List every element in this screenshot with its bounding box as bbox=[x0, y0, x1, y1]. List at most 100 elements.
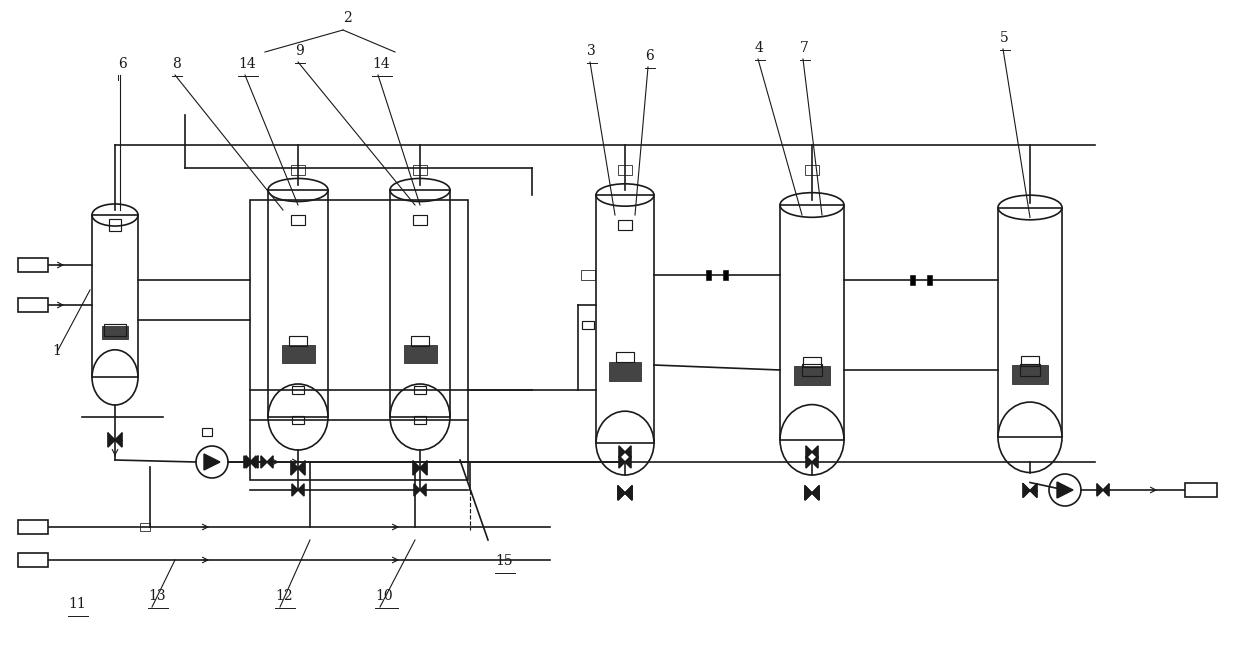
Polygon shape bbox=[1023, 483, 1030, 498]
Polygon shape bbox=[108, 433, 115, 447]
Polygon shape bbox=[250, 456, 255, 468]
Bar bbox=[1021, 364, 1040, 376]
Polygon shape bbox=[1097, 484, 1104, 496]
Bar bbox=[281, 345, 315, 363]
Polygon shape bbox=[115, 433, 122, 447]
Bar bbox=[410, 336, 429, 346]
Bar bbox=[609, 362, 641, 381]
Bar bbox=[1012, 365, 1048, 384]
Polygon shape bbox=[298, 461, 305, 475]
Bar bbox=[391, 190, 450, 417]
Bar bbox=[92, 215, 138, 377]
Bar bbox=[291, 416, 304, 424]
Polygon shape bbox=[805, 486, 812, 500]
Polygon shape bbox=[252, 456, 258, 468]
Bar bbox=[413, 165, 427, 175]
Bar bbox=[804, 356, 821, 367]
Polygon shape bbox=[619, 456, 625, 468]
Text: 2: 2 bbox=[343, 11, 352, 25]
Polygon shape bbox=[625, 446, 631, 458]
Bar bbox=[202, 428, 212, 436]
Bar bbox=[926, 275, 931, 285]
Bar bbox=[289, 336, 308, 346]
Polygon shape bbox=[618, 486, 625, 500]
Bar bbox=[910, 275, 915, 285]
Polygon shape bbox=[413, 461, 420, 475]
Polygon shape bbox=[812, 486, 818, 500]
Polygon shape bbox=[291, 484, 298, 496]
Bar bbox=[19, 520, 48, 534]
Text: 1: 1 bbox=[52, 344, 61, 358]
Bar bbox=[1185, 483, 1216, 497]
Bar bbox=[109, 219, 122, 231]
Text: 11: 11 bbox=[68, 597, 86, 611]
Bar bbox=[250, 200, 467, 480]
Bar bbox=[104, 324, 126, 336]
Bar bbox=[291, 215, 305, 225]
Polygon shape bbox=[812, 486, 818, 500]
Bar bbox=[268, 190, 329, 417]
Polygon shape bbox=[298, 484, 304, 496]
Polygon shape bbox=[246, 456, 252, 468]
Text: 15: 15 bbox=[495, 554, 512, 568]
Polygon shape bbox=[618, 486, 625, 500]
Text: 10: 10 bbox=[374, 589, 393, 603]
Polygon shape bbox=[420, 484, 427, 496]
Bar bbox=[414, 416, 427, 424]
Polygon shape bbox=[1056, 482, 1073, 498]
Polygon shape bbox=[291, 461, 298, 475]
Polygon shape bbox=[812, 456, 818, 468]
Polygon shape bbox=[805, 486, 812, 500]
Polygon shape bbox=[625, 486, 632, 500]
Polygon shape bbox=[260, 456, 267, 468]
Bar bbox=[19, 298, 48, 312]
Polygon shape bbox=[806, 446, 812, 458]
Text: 3: 3 bbox=[587, 44, 595, 58]
Polygon shape bbox=[625, 486, 632, 500]
Bar bbox=[291, 165, 305, 175]
Bar bbox=[582, 321, 594, 329]
Text: 9: 9 bbox=[295, 44, 304, 58]
Polygon shape bbox=[267, 456, 273, 468]
Text: 13: 13 bbox=[148, 589, 166, 603]
Bar bbox=[413, 215, 427, 225]
Polygon shape bbox=[806, 456, 812, 468]
Bar bbox=[596, 195, 653, 443]
Polygon shape bbox=[414, 484, 420, 496]
Text: 5: 5 bbox=[999, 31, 1009, 45]
Bar bbox=[1021, 356, 1039, 366]
Text: 12: 12 bbox=[275, 589, 293, 603]
Bar bbox=[805, 165, 818, 175]
Polygon shape bbox=[420, 461, 427, 475]
Text: 8: 8 bbox=[172, 57, 181, 71]
Text: 14: 14 bbox=[372, 57, 389, 71]
Text: 4: 4 bbox=[755, 41, 764, 55]
Bar bbox=[291, 386, 304, 394]
Bar bbox=[103, 326, 128, 340]
Bar bbox=[19, 553, 48, 567]
Polygon shape bbox=[625, 456, 631, 468]
Polygon shape bbox=[619, 446, 625, 458]
Polygon shape bbox=[244, 456, 250, 468]
Bar bbox=[414, 386, 427, 394]
Bar bbox=[582, 270, 595, 280]
Bar bbox=[403, 345, 436, 363]
Bar bbox=[795, 365, 830, 384]
Text: 6: 6 bbox=[118, 57, 126, 71]
Bar bbox=[618, 220, 632, 230]
Bar bbox=[780, 205, 844, 440]
Bar bbox=[19, 258, 48, 272]
Bar bbox=[618, 165, 632, 175]
Polygon shape bbox=[205, 454, 219, 470]
Polygon shape bbox=[1104, 484, 1109, 496]
Text: 6: 6 bbox=[645, 49, 653, 63]
Bar bbox=[998, 207, 1061, 437]
Polygon shape bbox=[812, 446, 818, 458]
Polygon shape bbox=[1030, 483, 1037, 498]
Bar bbox=[723, 270, 728, 280]
Bar bbox=[707, 270, 712, 280]
Text: 14: 14 bbox=[238, 57, 255, 71]
Bar bbox=[802, 364, 822, 376]
Text: 7: 7 bbox=[800, 41, 808, 55]
Bar bbox=[616, 353, 634, 362]
